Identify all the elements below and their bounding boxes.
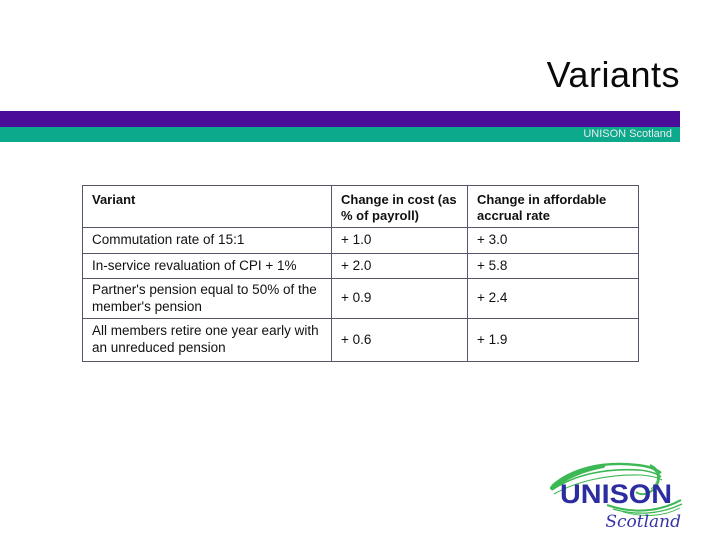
- variant-cell: Partner's pension equal to 50% of the me…: [82, 278, 332, 319]
- variant-cell: Commutation rate of 15:1: [82, 227, 332, 254]
- col-header-change-in-accrual-rate: Change in affordable accrual rate: [467, 185, 639, 228]
- accrual-cell: + 1.9: [467, 318, 639, 362]
- col-header-variant: Variant: [82, 185, 332, 228]
- accrual-cell: + 2.4: [467, 278, 639, 319]
- table-row: Partner's pension equal to 50% of the me…: [82, 278, 639, 319]
- unison-scotland-logo: UNISON Scotland: [549, 450, 683, 530]
- page-title: Variants: [546, 54, 680, 95]
- table-row: All members retire one year early with a…: [82, 318, 639, 362]
- variant-cell: All members retire one year early with a…: [82, 318, 332, 362]
- variants-table: Variant Change in cost (as % of payroll)…: [82, 185, 639, 362]
- table-header-row: Variant Change in cost (as % of payroll)…: [82, 185, 639, 228]
- variant-cell: In-service revaluation of CPI + 1%: [82, 253, 332, 279]
- table-row: Commutation rate of 15:1 + 1.0 + 3.0: [82, 227, 639, 254]
- table-row: In-service revaluation of CPI + 1% + 2.0…: [82, 253, 639, 279]
- logo-region-label: Scotland: [605, 512, 681, 530]
- logo-swoosh-bottom: [606, 499, 683, 516]
- col-header-change-in-cost: Change in cost (as % of payroll): [331, 185, 468, 228]
- logo-wordmark: UNISON: [560, 479, 672, 509]
- cost-cell: + 2.0: [331, 253, 468, 279]
- logo-swoosh-top: [549, 462, 663, 496]
- unison-logo-graphic: UNISON Scotland: [549, 462, 683, 530]
- accrual-cell: + 5.8: [467, 253, 639, 279]
- accrual-cell: + 3.0: [467, 227, 639, 254]
- brand-bar-label: UNISON Scotland: [583, 128, 672, 140]
- cost-cell: + 0.6: [331, 318, 468, 362]
- teal-accent-bar: UNISON Scotland: [0, 127, 680, 142]
- cost-cell: + 0.9: [331, 278, 468, 319]
- purple-accent-bar: [0, 111, 680, 127]
- cost-cell: + 1.0: [331, 227, 468, 254]
